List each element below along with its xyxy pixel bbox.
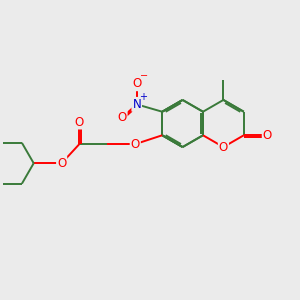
Text: O: O bbox=[57, 157, 66, 170]
Text: O: O bbox=[75, 116, 84, 128]
Text: O: O bbox=[117, 111, 127, 124]
Text: +: + bbox=[139, 92, 147, 102]
Text: N: N bbox=[132, 98, 141, 111]
Text: O: O bbox=[219, 141, 228, 154]
Text: O: O bbox=[131, 138, 140, 151]
Text: O: O bbox=[132, 77, 141, 90]
Text: −: − bbox=[140, 71, 148, 81]
Text: O: O bbox=[263, 129, 272, 142]
